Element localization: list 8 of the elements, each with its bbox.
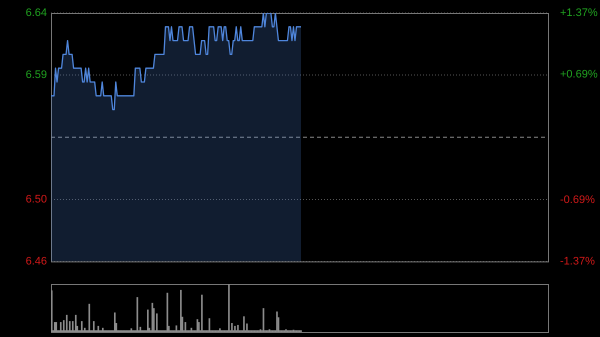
y-tick-label: 6.50 xyxy=(26,193,47,206)
y-tick-label: 6.46 xyxy=(26,255,47,268)
y2-tick-label: +1.37% xyxy=(560,7,598,20)
y2-tick-label: -0.69% xyxy=(560,194,596,206)
y-tick-label: 6.59 xyxy=(26,69,47,82)
y2-tick-label: -1.37% xyxy=(560,255,596,268)
y2-tick-label: +0.69% xyxy=(560,68,598,81)
y-tick-label: 6.64 xyxy=(26,7,47,20)
